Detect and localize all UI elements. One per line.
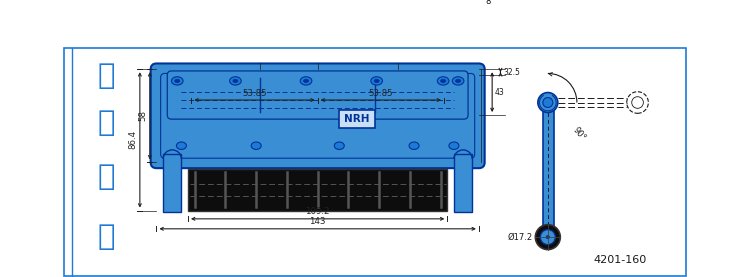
Ellipse shape <box>300 77 312 85</box>
Ellipse shape <box>334 142 344 150</box>
Text: 43: 43 <box>495 88 505 97</box>
Text: 58: 58 <box>138 110 147 121</box>
Text: 143: 143 <box>310 217 326 226</box>
Text: 品: 品 <box>98 62 116 90</box>
Text: Ø17.2: Ø17.2 <box>508 233 532 242</box>
Text: 86.4: 86.4 <box>128 130 137 150</box>
Ellipse shape <box>176 142 187 150</box>
Bar <box>164 154 182 212</box>
Ellipse shape <box>175 79 180 83</box>
Ellipse shape <box>230 77 242 85</box>
Circle shape <box>536 225 560 250</box>
Text: 规: 规 <box>98 109 116 137</box>
Text: 109.2: 109.2 <box>305 207 330 216</box>
Bar <box>188 169 447 211</box>
Circle shape <box>546 235 550 239</box>
Ellipse shape <box>441 79 446 83</box>
Ellipse shape <box>304 79 308 83</box>
Ellipse shape <box>251 142 261 150</box>
Text: NRH: NRH <box>344 114 370 124</box>
Circle shape <box>540 230 555 245</box>
Text: 90°: 90° <box>571 126 587 143</box>
Ellipse shape <box>455 79 460 83</box>
Bar <box>543 102 554 226</box>
Ellipse shape <box>437 77 449 85</box>
Text: 53.85: 53.85 <box>242 89 267 98</box>
Ellipse shape <box>233 79 238 83</box>
Ellipse shape <box>452 77 464 85</box>
Ellipse shape <box>172 77 183 85</box>
FancyBboxPatch shape <box>339 110 376 128</box>
Text: 53.85: 53.85 <box>368 89 393 98</box>
Circle shape <box>538 93 558 112</box>
Text: 图: 图 <box>98 223 116 251</box>
FancyBboxPatch shape <box>160 73 475 158</box>
FancyBboxPatch shape <box>151 63 484 168</box>
Text: 32.5: 32.5 <box>503 68 520 77</box>
Circle shape <box>543 98 553 107</box>
Ellipse shape <box>374 79 380 83</box>
Ellipse shape <box>370 77 382 85</box>
FancyBboxPatch shape <box>167 71 468 119</box>
Text: 4201-160: 4201-160 <box>593 255 646 265</box>
Text: 格: 格 <box>98 163 116 191</box>
Text: 8: 8 <box>485 0 491 6</box>
Bar <box>454 154 472 212</box>
Ellipse shape <box>409 142 419 150</box>
Ellipse shape <box>449 142 459 150</box>
